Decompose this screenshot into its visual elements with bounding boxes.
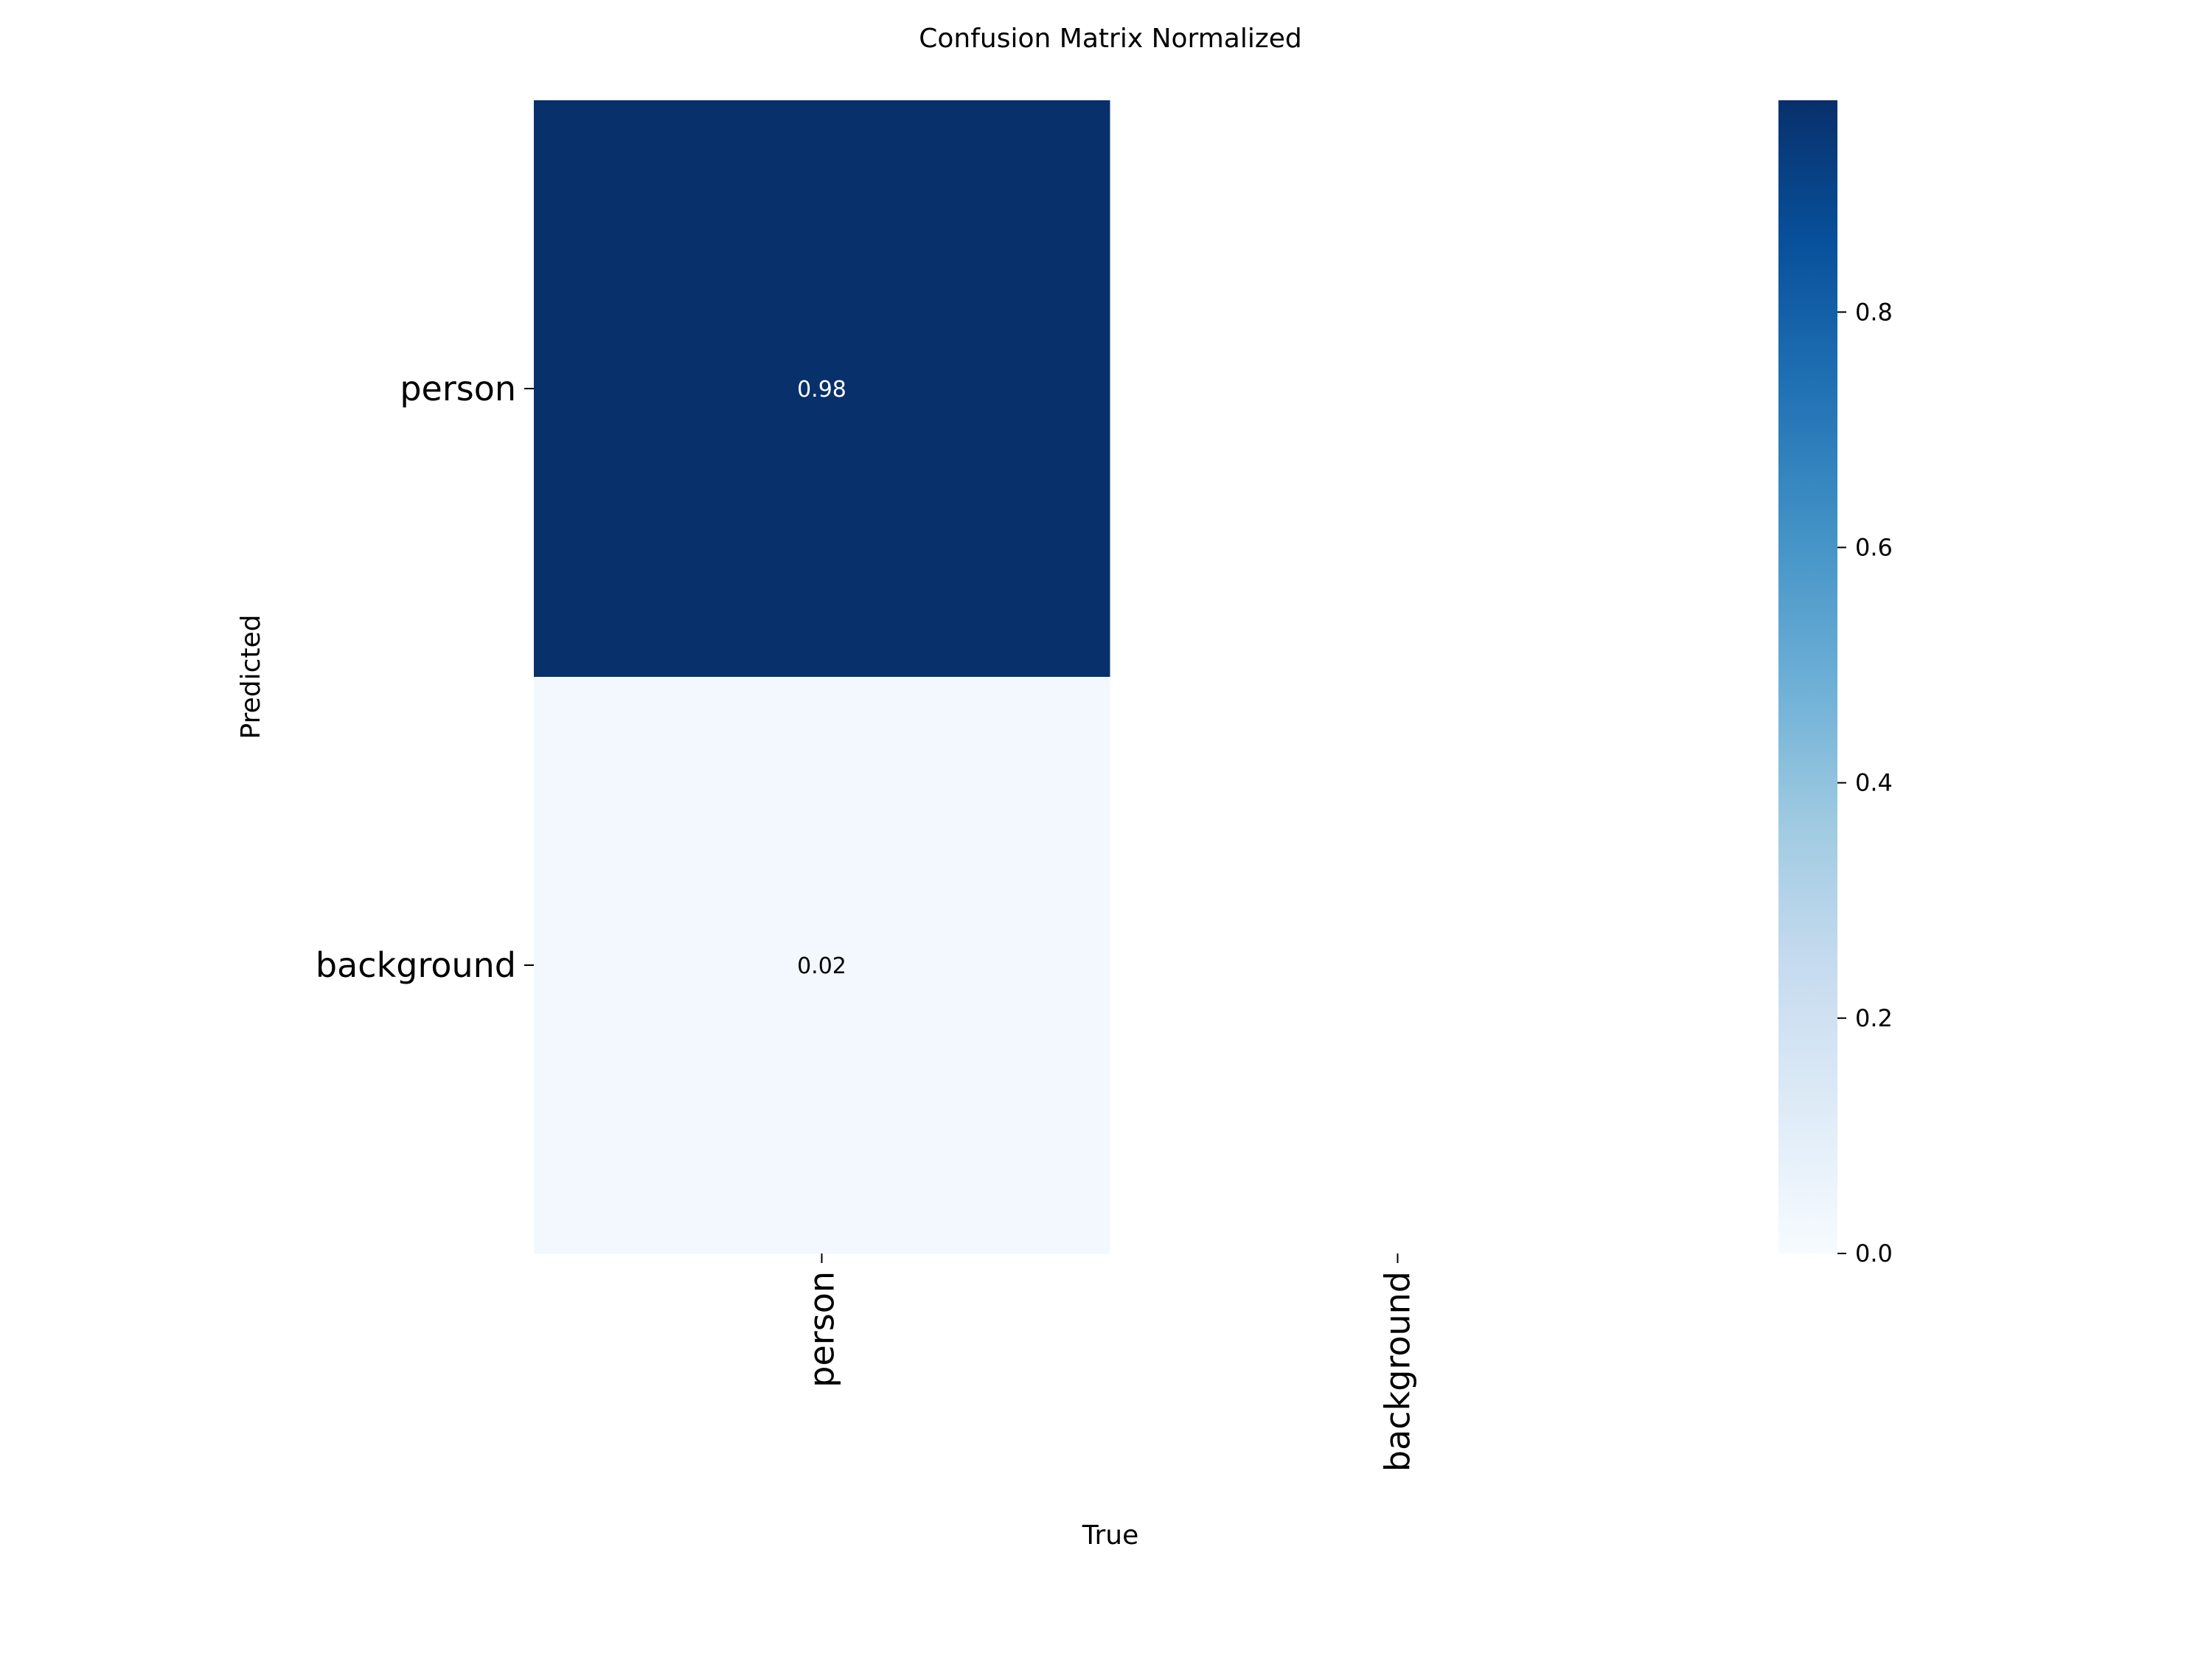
cell-annotation: 0.98 (797, 377, 846, 403)
x-tick-label: person (802, 1271, 842, 1388)
y-axis-ticks: person background (316, 369, 534, 985)
colorbar-tick-label: 0.6 (1855, 533, 1893, 561)
heatmap-cells: 0.98 0.02 (534, 100, 1110, 1254)
cell-annotation: 0.02 (797, 953, 846, 979)
colorbar-ticks: 0.0 0.2 0.4 0.6 0.8 (1837, 298, 1893, 1267)
x-axis-ticks: person background (802, 1253, 1418, 1472)
colorbar-tick-label: 0.2 (1855, 1004, 1893, 1032)
y-tick-label: person (400, 369, 516, 408)
y-axis-label: Predicted (236, 615, 266, 740)
colorbar (1778, 100, 1837, 1253)
chart-title: Confusion Matrix Normalized (919, 24, 1301, 54)
x-tick-label: background (1378, 1271, 1418, 1472)
colorbar-tick-label: 0.4 (1855, 769, 1893, 797)
colorbar-tick-label: 0.8 (1855, 298, 1893, 326)
colorbar-tick-label: 0.0 (1855, 1239, 1893, 1267)
heatmap-cell (534, 100, 1110, 678)
x-axis-label: True (1082, 1520, 1138, 1551)
heatmap-cell (534, 677, 1110, 1254)
y-tick-label: background (316, 945, 516, 985)
